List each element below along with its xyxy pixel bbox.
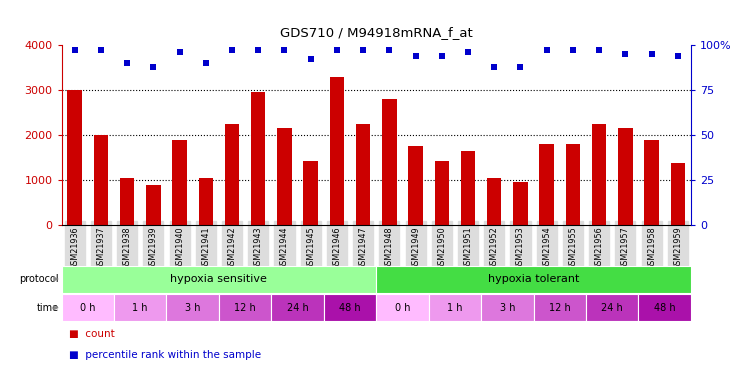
Bar	[566, 144, 580, 225]
Text: 24 h: 24 h	[602, 303, 623, 313]
Point	[147, 64, 159, 70]
Bar	[586, 294, 638, 321]
Text: 3 h: 3 h	[499, 303, 515, 313]
Bar	[198, 178, 213, 225]
Bar	[461, 151, 475, 225]
Point	[95, 47, 107, 53]
Bar	[435, 160, 449, 225]
Text: 3 h: 3 h	[185, 303, 201, 313]
Bar	[356, 124, 370, 225]
Bar	[534, 294, 586, 321]
Bar	[330, 76, 344, 225]
Point	[68, 47, 80, 53]
Point	[593, 47, 605, 53]
Text: 1 h: 1 h	[447, 303, 463, 313]
Bar	[513, 182, 528, 225]
Point	[383, 47, 395, 53]
Bar	[62, 266, 376, 292]
Bar	[487, 178, 502, 225]
Point	[567, 47, 579, 53]
Text: protocol: protocol	[19, 274, 59, 284]
Text: 48 h: 48 h	[339, 303, 360, 313]
Point	[620, 51, 632, 57]
Bar	[382, 99, 397, 225]
Bar	[120, 178, 134, 225]
Bar	[481, 294, 534, 321]
Bar	[173, 140, 187, 225]
Point	[121, 60, 133, 66]
Bar	[671, 163, 685, 225]
Point	[514, 64, 526, 70]
Text: GDS710 / M94918mRNA_f_at: GDS710 / M94918mRNA_f_at	[280, 26, 472, 39]
Text: time: time	[36, 303, 59, 313]
Bar	[146, 184, 161, 225]
Bar	[271, 294, 324, 321]
Point	[357, 47, 369, 53]
Point	[279, 47, 291, 53]
Point	[672, 53, 684, 59]
Point	[488, 64, 500, 70]
Bar	[324, 294, 376, 321]
Point	[541, 47, 553, 53]
Text: 1 h: 1 h	[132, 303, 148, 313]
Text: 0 h: 0 h	[395, 303, 410, 313]
Point	[200, 60, 212, 66]
Bar	[592, 124, 606, 225]
Text: ■  percentile rank within the sample: ■ percentile rank within the sample	[69, 350, 261, 360]
Bar	[539, 144, 554, 225]
Point	[436, 53, 448, 59]
Bar	[409, 146, 423, 225]
Text: ■  count: ■ count	[69, 329, 115, 339]
Point	[305, 56, 317, 62]
Text: 0 h: 0 h	[80, 303, 95, 313]
Point	[173, 49, 185, 55]
Text: hypoxia sensitive: hypoxia sensitive	[170, 274, 267, 284]
Bar	[638, 294, 691, 321]
Bar	[277, 128, 291, 225]
Point	[646, 51, 658, 57]
Text: 48 h: 48 h	[654, 303, 675, 313]
Bar	[114, 294, 167, 321]
Bar	[167, 294, 219, 321]
Text: hypoxia tolerant: hypoxia tolerant	[488, 274, 579, 284]
Bar	[376, 294, 429, 321]
Text: 24 h: 24 h	[287, 303, 309, 313]
Bar	[429, 294, 481, 321]
Bar	[303, 161, 318, 225]
Point	[462, 49, 474, 55]
Point	[331, 47, 343, 53]
Point	[226, 47, 238, 53]
Bar	[68, 90, 82, 225]
Bar	[618, 128, 632, 225]
Bar	[225, 124, 240, 225]
Bar	[62, 294, 114, 321]
Text: 12 h: 12 h	[234, 303, 256, 313]
Bar	[376, 266, 691, 292]
Point	[409, 53, 421, 59]
Bar	[219, 294, 271, 321]
Point	[252, 47, 264, 53]
Text: 12 h: 12 h	[549, 303, 571, 313]
Bar	[644, 140, 659, 225]
Bar	[94, 135, 108, 225]
Bar	[251, 92, 265, 225]
